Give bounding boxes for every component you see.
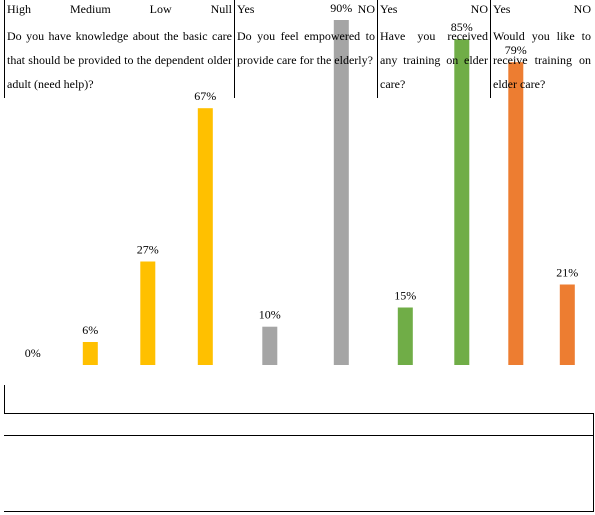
category-label-1-0: Yes [237, 2, 255, 16]
question-row: Do you have knowledge about the basic ca… [0, 22, 595, 98]
category-cell-2: Yes NO [377, 0, 490, 22]
data-label-0-1: 6% [82, 323, 98, 337]
category-label-3-1: NO [573, 2, 591, 16]
question-cell-0: Do you have knowledge about the basic ca… [4, 22, 234, 98]
question-cell-3: Would you like to receive training on el… [490, 22, 593, 98]
table-bottom-border [4, 511, 594, 512]
data-label-3-0: 79% [505, 43, 527, 57]
bar-0-3 [197, 108, 213, 365]
category-cell-3: Yes NO [490, 0, 593, 22]
data-label-1-1: 90% [330, 1, 352, 15]
category-label-0-0: High [7, 2, 31, 16]
table-right-border [593, 413, 594, 512]
bar-0-2 [140, 261, 156, 365]
data-label-0-3: 67% [194, 89, 216, 103]
question-cell-1: Do you feel empowered to provide care fo… [234, 22, 377, 98]
table-top-border [4, 413, 594, 414]
category-label-2-0: Yes [380, 2, 398, 16]
data-label-3-1: 21% [556, 266, 578, 280]
table-row-divider [4, 435, 594, 436]
category-label-2-1: NO [470, 2, 488, 16]
bar-0-1 [82, 342, 98, 365]
bar-2-0 [397, 307, 413, 365]
category-cell-1: Yes NO [234, 0, 377, 22]
chart-left-frame [4, 385, 5, 413]
bar-chart: 0% 6% 27% 67% 10% 90% 15% 85% 79% 21% [25, 1, 578, 365]
question-cell-2: Have you received any training on elder … [377, 22, 490, 98]
category-label-0-2: Low [149, 2, 172, 16]
category-label-3-0: Yes [493, 2, 511, 16]
data-label-2-1: 85% [451, 20, 473, 34]
category-label-0-3: Null [210, 2, 232, 16]
data-label-1-0: 10% [259, 308, 281, 322]
bar-2-1 [454, 39, 470, 365]
data-label-0-2: 27% [137, 243, 159, 257]
bar-3-0 [508, 62, 524, 365]
bar-1-1 [333, 20, 349, 365]
data-label-0-0: 0% [25, 346, 41, 360]
data-label-2-0: 15% [394, 289, 416, 303]
bar-3-1 [559, 284, 575, 365]
category-label-0-1: Medium [69, 2, 111, 16]
category-row: High Medium Low Null Yes NO Yes NO Yes NO [0, 0, 595, 22]
category-label-1-1: NO [357, 2, 375, 16]
category-cell-0: High Medium Low Null [4, 0, 234, 22]
bar-1-0 [262, 326, 278, 365]
